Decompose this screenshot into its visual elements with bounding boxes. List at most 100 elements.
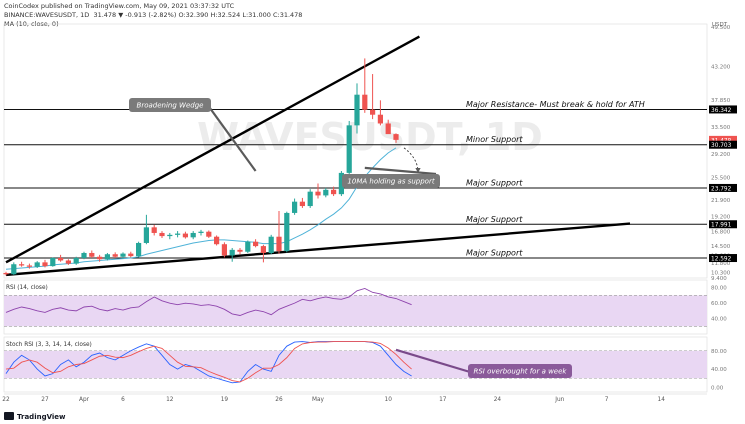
price-tag-label: 23.792 [711, 186, 732, 192]
candle [245, 240, 251, 253]
candle [346, 120, 352, 176]
candle-body [198, 231, 204, 233]
candle-body [34, 262, 40, 267]
candle [190, 231, 196, 240]
candle-body [175, 233, 181, 235]
stoch-y-tick-label: 40.00 [711, 367, 727, 373]
y-tick-label: 14.500 [711, 244, 731, 250]
candle [120, 252, 126, 259]
candle-body [42, 262, 48, 267]
tradingview-logo: TradingView [4, 412, 66, 421]
price-tag-bg [709, 220, 737, 229]
candle [81, 251, 87, 260]
candle [175, 231, 181, 238]
candle [276, 211, 282, 254]
publisher-line: CoinCodex published on TradingView.com, … [4, 2, 235, 10]
price-tag-bg [709, 135, 737, 144]
candle-body [276, 236, 282, 252]
price-frame [3, 23, 708, 279]
x-tick-label: 12 [166, 397, 174, 403]
price-tag-bg [709, 105, 737, 114]
annotation-callout: 10MA holding as support [342, 166, 440, 188]
candle-body [128, 253, 134, 257]
candle [65, 259, 71, 265]
level-label: Major Support [466, 178, 523, 187]
candle [315, 183, 321, 199]
annotation-box [468, 364, 572, 378]
candle [97, 254, 103, 262]
candle-body [143, 227, 149, 243]
candle-body [81, 252, 87, 258]
candle-body [362, 94, 368, 110]
y-tick-label: 16.800 [711, 230, 731, 236]
stoch-line-d [5, 341, 412, 383]
candle [182, 231, 188, 239]
level-label: Minor Support [466, 135, 523, 144]
candle [253, 239, 259, 248]
price-pane[interactable]: 49.500 43.200 37.850 33.500 29.200 25.500 21.9… [3, 23, 737, 282]
x-tick-label: 26 [275, 397, 283, 403]
y-tick-label: 9.400 [711, 276, 727, 282]
candle [167, 232, 173, 240]
candle [198, 229, 204, 236]
price-tag-bg [709, 140, 737, 149]
price-tag: 17.991 [709, 220, 737, 229]
candle-body [245, 241, 251, 252]
y-tick-label: 21.900 [711, 198, 731, 204]
annotation-callout: Broadening Wedge [129, 98, 257, 172]
candle-body [182, 233, 188, 238]
stoch-pane[interactable]: Stoch RSI (3, 3, 14, 14, close) 80.00 40.0… [3, 336, 727, 393]
candle-body [377, 114, 383, 124]
stoch-y-tick-label: 0.00 [711, 385, 724, 391]
price-tag: 36.342 [709, 105, 737, 114]
y-tick-label: 11.800 [711, 261, 731, 267]
stoch-title: Stoch RSI (3, 3, 14, 14, close) [6, 342, 92, 348]
candle-body [284, 212, 290, 252]
y-tick-label: 29.200 [711, 152, 731, 158]
candle-body [112, 254, 118, 257]
candle-body [260, 246, 266, 253]
candle-body [136, 242, 142, 257]
candle-body [346, 125, 352, 173]
x-tick-label: 19 [221, 397, 229, 403]
time-axis: 22 27 Apr 6 12 19 26 May 10 17 24 Jun 7 14 [2, 393, 707, 403]
candle-body [167, 234, 173, 237]
x-tick-label: 22 [2, 397, 10, 403]
candle [354, 83, 360, 134]
rsi-y-tick-label: 80.00 [711, 286, 727, 292]
candle-body [19, 264, 25, 266]
rsi-pane[interactable]: RSI (14, close) 80.00 60.00 40.00 [3, 279, 727, 335]
x-tick-label: Apr [79, 397, 90, 403]
y-tick-label: 19.200 [711, 215, 731, 221]
candle-body [3, 272, 9, 275]
candle-body [11, 264, 17, 275]
price-tag-label: 36.342 [711, 108, 732, 114]
candle-body [393, 134, 399, 140]
y-tick-label: 25.500 [711, 175, 731, 181]
price-tag: 30.703 [709, 140, 737, 149]
candle-body [104, 254, 110, 260]
y-tick-label: 33.500 [711, 125, 731, 131]
candle-body [331, 189, 337, 195]
rsi-y-tick-label: 40.00 [711, 317, 727, 323]
candle [385, 119, 391, 135]
price-tag: 12.592 [709, 254, 737, 262]
candle-body [253, 241, 259, 247]
candle [34, 261, 40, 268]
candle [292, 198, 298, 215]
candle-body [120, 253, 126, 257]
annotation-callout: RSI overbought for a week [395, 348, 572, 378]
price-tag-bg [709, 254, 737, 263]
candle [3, 271, 9, 276]
candle-body [50, 257, 56, 267]
candle-body [206, 231, 212, 237]
rsi-band [4, 295, 707, 327]
candle-body [73, 257, 79, 264]
x-tick-label: Jun [554, 397, 564, 403]
y-tick-label: 43.200 [711, 65, 731, 71]
candle [284, 211, 290, 253]
candle [214, 235, 220, 246]
price-tag-label: 30.703 [711, 143, 732, 149]
candle [143, 214, 149, 245]
